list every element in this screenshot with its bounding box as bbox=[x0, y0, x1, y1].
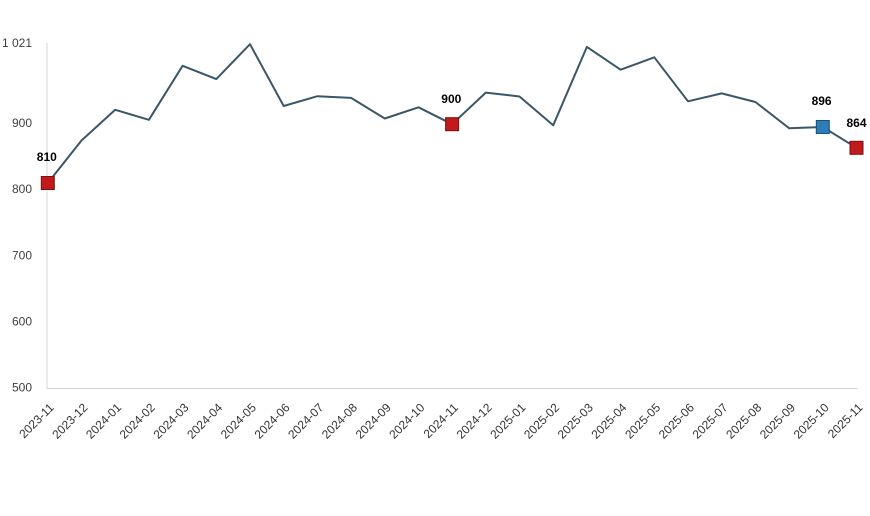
svg-text:896: 896 bbox=[812, 94, 832, 108]
svg-text:600: 600 bbox=[12, 315, 32, 329]
svg-text:800: 800 bbox=[12, 182, 32, 196]
svg-text:810: 810 bbox=[37, 150, 57, 164]
svg-text:700: 700 bbox=[12, 249, 32, 263]
svg-text:1 021: 1 021 bbox=[2, 36, 32, 50]
svg-text:900: 900 bbox=[12, 116, 32, 130]
svg-text:500: 500 bbox=[12, 381, 32, 395]
svg-text:864: 864 bbox=[846, 116, 866, 130]
svg-text:900: 900 bbox=[441, 92, 461, 106]
